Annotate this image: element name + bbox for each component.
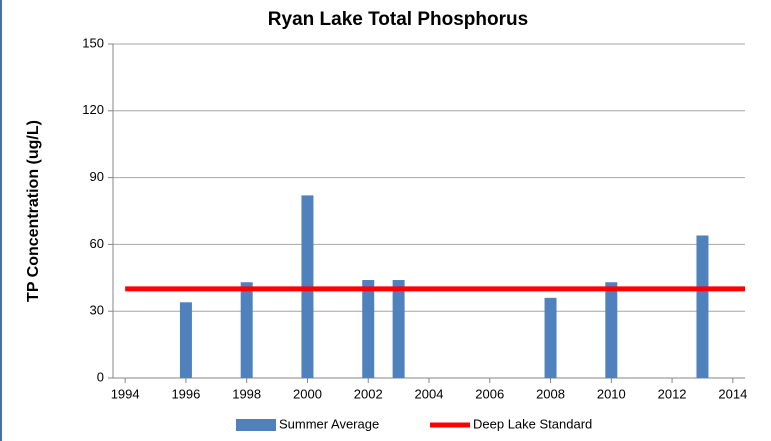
bar: [392, 280, 405, 378]
x-tick-label: 1994: [111, 386, 140, 401]
x-tick-label: 2010: [597, 386, 626, 401]
x-tick-label: 2012: [658, 386, 687, 401]
bar: [696, 235, 709, 378]
x-tick-label: 1996: [171, 386, 200, 401]
y-tick-label: 90: [90, 169, 104, 184]
bar: [544, 297, 557, 378]
bar: [179, 302, 192, 378]
x-tick-label: 2002: [354, 386, 383, 401]
chart-title: Ryan Lake Total Phosphorus: [268, 9, 528, 30]
legend-label: Summer Average: [279, 416, 379, 431]
y-tick-label: 60: [90, 236, 104, 251]
bar: [605, 282, 618, 378]
x-tick-label: 2008: [536, 386, 565, 401]
x-tick-label: 2000: [293, 386, 322, 401]
x-tick-label: 2014: [718, 386, 747, 401]
y-tick-label: 0: [97, 369, 104, 384]
legend-label: Deep Lake Standard: [473, 416, 592, 431]
legend-swatch: [236, 419, 276, 431]
y-axis-label: TP Concentration (ug/L): [25, 120, 42, 302]
x-tick-label: 2004: [415, 386, 444, 401]
bar: [362, 280, 375, 378]
x-tick-label: 2006: [475, 386, 504, 401]
x-tick-label: 1998: [232, 386, 261, 401]
bar: [240, 282, 253, 378]
y-tick-label: 120: [82, 102, 104, 117]
y-tick-label: 30: [90, 303, 104, 318]
y-tick-label: 150: [82, 35, 104, 50]
